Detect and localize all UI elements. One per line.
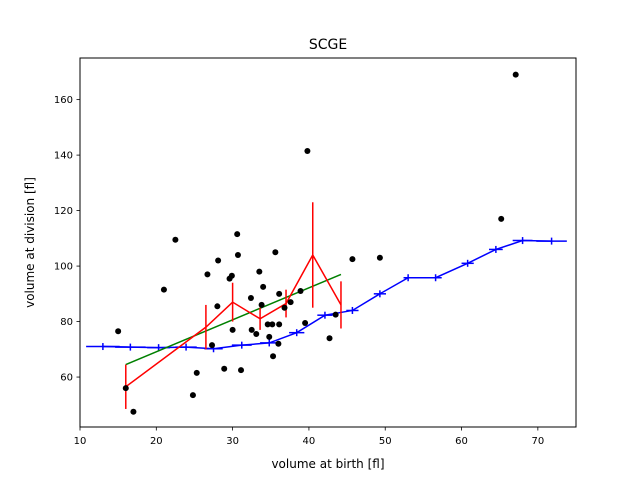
- scatter-point: [248, 326, 255, 333]
- x-tick-label: 50: [379, 436, 392, 447]
- x-tick-label: 30: [226, 436, 239, 447]
- scatter-point: [215, 257, 222, 264]
- scatter-point: [376, 254, 383, 261]
- scatter-point: [247, 294, 254, 301]
- scatter-point: [304, 147, 311, 154]
- x-axis-label: volume at birth [fl]: [271, 457, 384, 471]
- scatter-point: [281, 304, 288, 311]
- scatter-point: [264, 321, 271, 328]
- scatter-point: [238, 367, 245, 374]
- scatter-point: [512, 71, 519, 78]
- scatter-point: [229, 326, 236, 333]
- scatter-point: [189, 392, 196, 399]
- scatter-point: [275, 340, 282, 347]
- scatter-point: [256, 268, 263, 275]
- y-tick-label: 120: [54, 206, 73, 217]
- scatter-point: [172, 236, 179, 243]
- scatter-point: [297, 288, 304, 295]
- scatter-point: [287, 299, 294, 306]
- scatter-point: [326, 335, 333, 342]
- x-tick-label: 70: [531, 436, 544, 447]
- scatter-point: [276, 321, 283, 328]
- scatter-point: [332, 311, 339, 318]
- scatter-point: [193, 369, 200, 376]
- y-tick-label: 100: [54, 262, 73, 273]
- scatter-point: [115, 328, 122, 335]
- y-axis-label: volume at division [fl]: [23, 177, 37, 308]
- scatter-point: [270, 353, 277, 360]
- scatter-point: [260, 283, 267, 290]
- y-tick-label: 60: [60, 373, 73, 384]
- scatter-point: [234, 251, 241, 258]
- x-tick-label: 10: [74, 436, 87, 447]
- linear-fit-line: [125, 273, 342, 366]
- scatter-point: [130, 408, 137, 415]
- scatter-point: [272, 249, 279, 256]
- axes: 10 20 30 40 50 60 70 60 80 100 120 140 160: [54, 95, 544, 447]
- reference-curve-line: [102, 239, 552, 350]
- scatter-point: [214, 303, 221, 310]
- scatter-point: [498, 215, 505, 222]
- scatter-point: [258, 301, 265, 308]
- scatter-point: [276, 290, 283, 297]
- scatter-point: [204, 271, 211, 278]
- scatter-point: [253, 331, 260, 338]
- plot-area: [86, 71, 567, 415]
- y-tick-label: 160: [54, 95, 73, 106]
- scatter-point: [302, 319, 309, 326]
- x-tick-label: 20: [150, 436, 163, 447]
- scatter-point: [221, 365, 228, 372]
- scatter-point: [269, 321, 276, 328]
- scatter-point: [160, 286, 167, 293]
- x-tick-label: 40: [303, 436, 316, 447]
- y-tick-label: 140: [54, 151, 73, 162]
- scatter-point: [122, 385, 129, 392]
- scatter-point: [266, 333, 273, 340]
- scatter-point: [209, 342, 216, 349]
- scatter-point: [349, 256, 356, 263]
- axes-frame: [79, 57, 577, 428]
- x-tick-label: 60: [455, 436, 468, 447]
- chart-title: SCGE: [309, 37, 347, 53]
- scatter-point: [234, 231, 241, 238]
- y-tick-label: 80: [60, 317, 73, 328]
- scatter-point: [228, 272, 235, 279]
